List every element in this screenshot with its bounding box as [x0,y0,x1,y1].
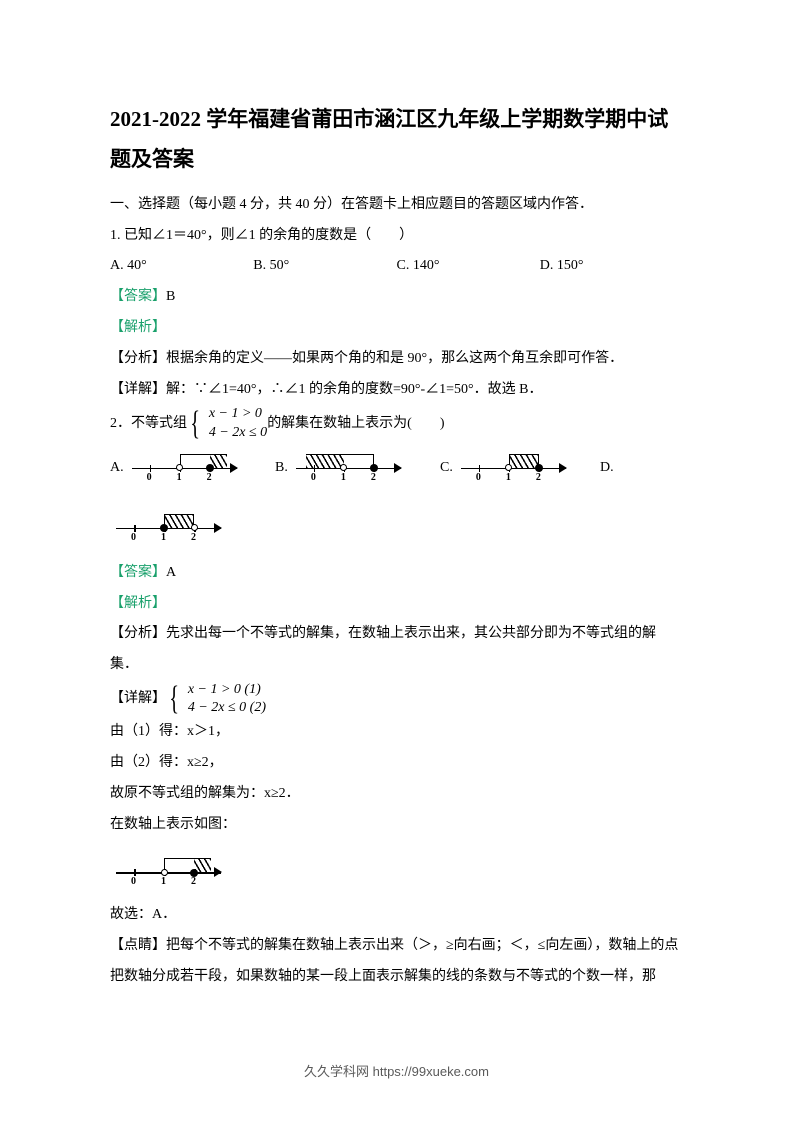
answer-value: B [166,289,175,304]
numline-d: 0 1 2 [116,512,221,544]
numline-result: 0 1 2 [116,856,221,888]
numline-a: 0 1 2 [132,452,237,484]
page-title: 2021-2022 学年福建省莆田市涵江区九年级上学期数学期中试题及答案 [110,100,683,180]
q2-sys-row1: x − 1 > 0 [209,405,267,423]
q2-line3: 故原不等式组的解集为：x≥2． [110,779,683,810]
q2-dsys-row2: 4 − 2x ≤ 0 (2) [188,699,266,717]
q2-line1: 由（1）得：x＞1， [110,717,683,748]
q1-detail: 【详解】解：∵∠1=40°，∴∠1 的余角的度数=90°-∠1=50°．故选 B… [110,375,683,406]
q2-opt-d-row: 0 1 2 [110,512,683,544]
q2-answer: 【答案】A [110,558,683,589]
q2-stem: 2．不等式组 { x − 1 > 0 4 − 2x ≤ 0 的解集在数轴上表示为… [110,405,683,441]
numline-b: 0 1 2 [296,452,401,484]
answer-label: 【答案】 [110,565,166,580]
q2-line5: 故选：A． [110,900,683,931]
q2-opt-c-label: C. [440,460,453,476]
q2-options-row: A. 0 1 2 B. 0 1 2 [110,452,683,484]
q2-line2: 由（2）得：x≥2， [110,748,683,779]
q2-post: 的解集在数轴上表示为( ) [267,410,444,438]
q2-dsys-row1: x − 1 > 0 (1) [188,681,266,699]
q1-opt-d: D. 150° [540,251,683,282]
q1-fenxi: 【分析】根据余角的定义——如果两个角的和是 90°，那么这两个角互余即可作答． [110,344,683,375]
q2-pre: 2．不等式组 [110,410,187,438]
q2-system: { x − 1 > 0 4 − 2x ≤ 0 [187,405,267,441]
numline-c: 0 1 2 [461,452,566,484]
q2-opt-a-label: A. [110,460,124,476]
q2-result-diagram: 0 1 2 [110,856,683,888]
q2-sys-row2: 4 − 2x ≤ 0 [209,424,267,442]
q2-fenxi: 【分析】先求出每一个不等式的解集，在数轴上表示出来，其公共部分即为不等式组的解集… [110,619,683,681]
q1-analysis-label: 【解析】 [110,313,683,344]
q1-opt-a: A. 40° [110,251,253,282]
q1-opt-c: C. 140° [397,251,540,282]
q1-stem: 1. 已知∠1＝40°，则∠1 的余角的度数是（ ） [110,221,683,252]
q1-options: A. 40° B. 50° C. 140° D. 150° [110,251,683,282]
q2-opt-d-label: D. [600,460,614,476]
q2-dianjing: 【点睛】把每个不等式的解集在数轴上表示出来（＞，≥向右画；＜，≤向左画），数轴上… [110,931,683,993]
q2-opt-b-label: B. [275,460,288,476]
answer-value: A [166,565,176,580]
brace-icon: { [169,682,179,716]
q2-detail-pre: 【详解】 [110,685,166,713]
section-heading: 一、选择题（每小题 4 分，共 40 分）在答题卡上相应题目的答题区域内作答． [110,190,683,221]
q2-detail-system: 【详解】 { x − 1 > 0 (1) 4 − 2x ≤ 0 (2) [110,681,683,717]
brace-icon: { [190,407,200,441]
q1-answer: 【答案】B [110,282,683,313]
q2-line4: 在数轴上表示如图： [110,810,683,841]
q2-analysis-label: 【解析】 [110,589,683,620]
answer-label: 【答案】 [110,289,166,304]
q1-opt-b: B. 50° [253,251,396,282]
page-footer: 久久学科网 https://99xueke.com [0,1061,793,1080]
